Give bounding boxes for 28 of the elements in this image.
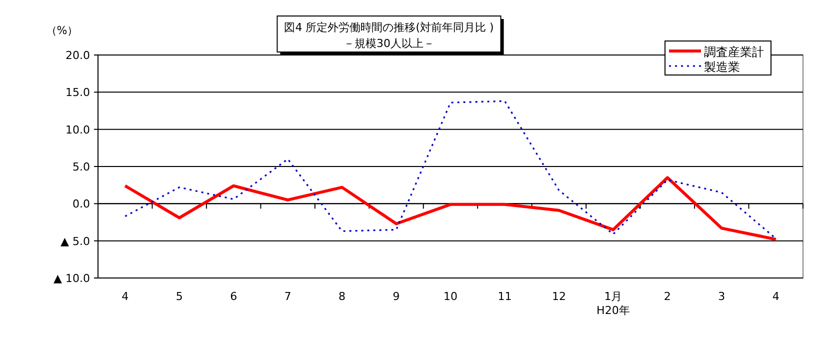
x-tick-label: 8 bbox=[338, 290, 346, 303]
x-tick-label: 1月 bbox=[604, 290, 622, 303]
y-tick-label: 10.0 bbox=[66, 123, 90, 136]
line-series bbox=[124, 176, 778, 241]
x-tick-label: 7 bbox=[284, 290, 292, 303]
x-tick-label: 11 bbox=[498, 290, 512, 303]
x-tick-label: 5 bbox=[176, 290, 183, 303]
y-tick-label: 20.0 bbox=[66, 49, 90, 62]
y-tick-label: 15.0 bbox=[66, 86, 90, 100]
y-tick-label: 0.0 bbox=[72, 198, 90, 211]
line-series bbox=[124, 100, 777, 240]
x-tick-label: 4 bbox=[122, 290, 129, 303]
x-tick-label: 2 bbox=[664, 290, 671, 303]
x-tick-label: 3 bbox=[718, 290, 726, 303]
y-axis-title: （%） bbox=[46, 24, 78, 37]
y-tick-label: ▲ 10.0 bbox=[54, 272, 90, 285]
y-tick-label: ▲ 5.0 bbox=[60, 234, 90, 248]
x-tick-label: 6 bbox=[230, 290, 238, 303]
x-tick-label: 4 bbox=[772, 290, 780, 303]
chart-title: 図4 所定外労働時間の推移(対前年同月比 ) bbox=[284, 21, 494, 34]
legend-label: 製造業 bbox=[704, 60, 740, 74]
x-tick-label: 12 bbox=[552, 290, 566, 303]
chart-subtitle: －規模30人以上－ bbox=[344, 37, 434, 50]
x-tick-label: 9 bbox=[392, 290, 400, 303]
legend-label: 調査産業計 bbox=[704, 45, 764, 59]
y-tick-label: 5.0 bbox=[72, 160, 90, 174]
x-tick-label: 10 bbox=[444, 290, 458, 303]
text: H20年 bbox=[596, 304, 630, 317]
